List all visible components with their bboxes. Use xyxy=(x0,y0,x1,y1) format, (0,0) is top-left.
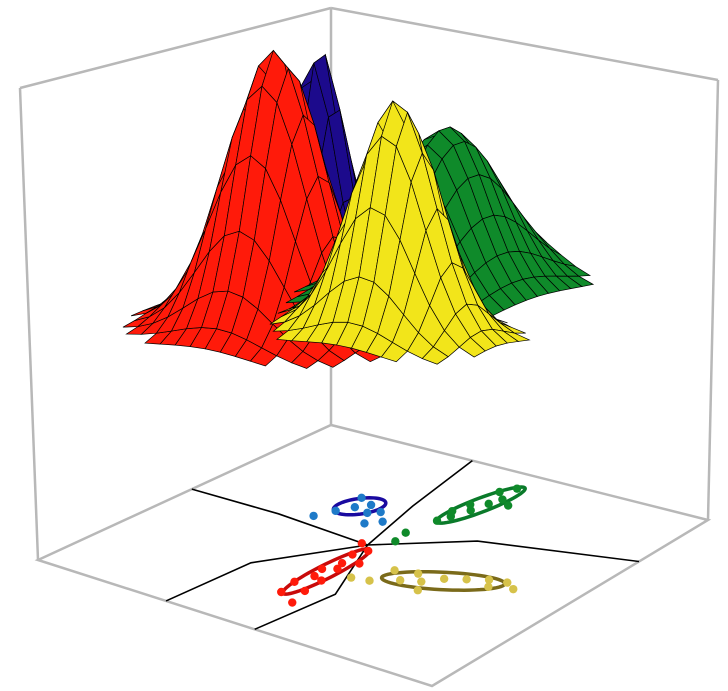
scatter-point xyxy=(484,575,494,584)
scatter-point xyxy=(503,578,512,587)
scatter-point xyxy=(484,499,493,509)
scatter-point xyxy=(290,577,299,587)
boundary-line xyxy=(367,540,640,563)
surface-cell xyxy=(503,330,531,342)
scatter-point xyxy=(401,528,410,537)
scatter-point xyxy=(317,576,326,585)
scatter-point xyxy=(378,517,387,526)
scatter-point xyxy=(391,537,400,546)
scatter-point xyxy=(355,559,364,568)
scatter-point xyxy=(503,501,513,510)
scatter-point xyxy=(365,576,374,585)
scatter-point xyxy=(277,587,286,597)
cluster-ellipse xyxy=(379,569,507,592)
scatter-point xyxy=(309,511,318,521)
scatter-point xyxy=(447,506,457,516)
scatter-point xyxy=(317,564,327,574)
density-surfaces xyxy=(122,49,595,369)
scatter-point xyxy=(331,506,340,516)
scatter-point xyxy=(466,500,475,509)
scatter-point xyxy=(484,582,493,592)
scatter-points xyxy=(277,484,522,607)
scatter-point xyxy=(363,508,372,518)
scatter-point xyxy=(357,539,367,548)
right-vertical-edge xyxy=(706,79,720,521)
boundary-line xyxy=(367,459,473,546)
scatter-point xyxy=(288,598,297,607)
scatter-point xyxy=(350,502,360,512)
left-vertical-edge xyxy=(18,87,40,561)
scatter-point xyxy=(376,507,385,517)
boundary-line xyxy=(191,488,368,546)
scatter-point xyxy=(432,516,442,525)
scatter-point xyxy=(366,500,376,510)
scatter-point xyxy=(462,575,471,584)
scatter-point xyxy=(333,564,342,574)
scatter-point xyxy=(348,550,357,559)
back-top-edge-right xyxy=(330,6,719,82)
scatter-point xyxy=(357,493,366,503)
floor-polygon xyxy=(34,423,712,688)
scatter-point xyxy=(364,546,373,556)
floor-plane xyxy=(34,423,712,688)
scatter-point xyxy=(346,573,356,582)
scatter-point xyxy=(390,566,399,575)
scatter-point xyxy=(413,586,423,595)
scatter-point xyxy=(509,584,518,594)
yellow-surface xyxy=(269,100,531,365)
surface-cell xyxy=(564,263,592,277)
scatter-point xyxy=(417,577,426,586)
scatter-point xyxy=(439,574,449,584)
scatter-point xyxy=(498,495,507,504)
scatter-point xyxy=(495,487,504,497)
scatter-point xyxy=(512,484,522,493)
scatter-point xyxy=(337,558,347,568)
scatter-point xyxy=(300,586,310,596)
scatter-point xyxy=(413,569,423,578)
scatter-point xyxy=(395,576,405,585)
surface-cell xyxy=(566,275,595,287)
scatter-point xyxy=(360,519,369,528)
surface-cell xyxy=(499,322,526,334)
boundary-line xyxy=(165,544,368,602)
back-top-edge-left xyxy=(19,6,332,90)
scatter-point xyxy=(310,571,319,581)
